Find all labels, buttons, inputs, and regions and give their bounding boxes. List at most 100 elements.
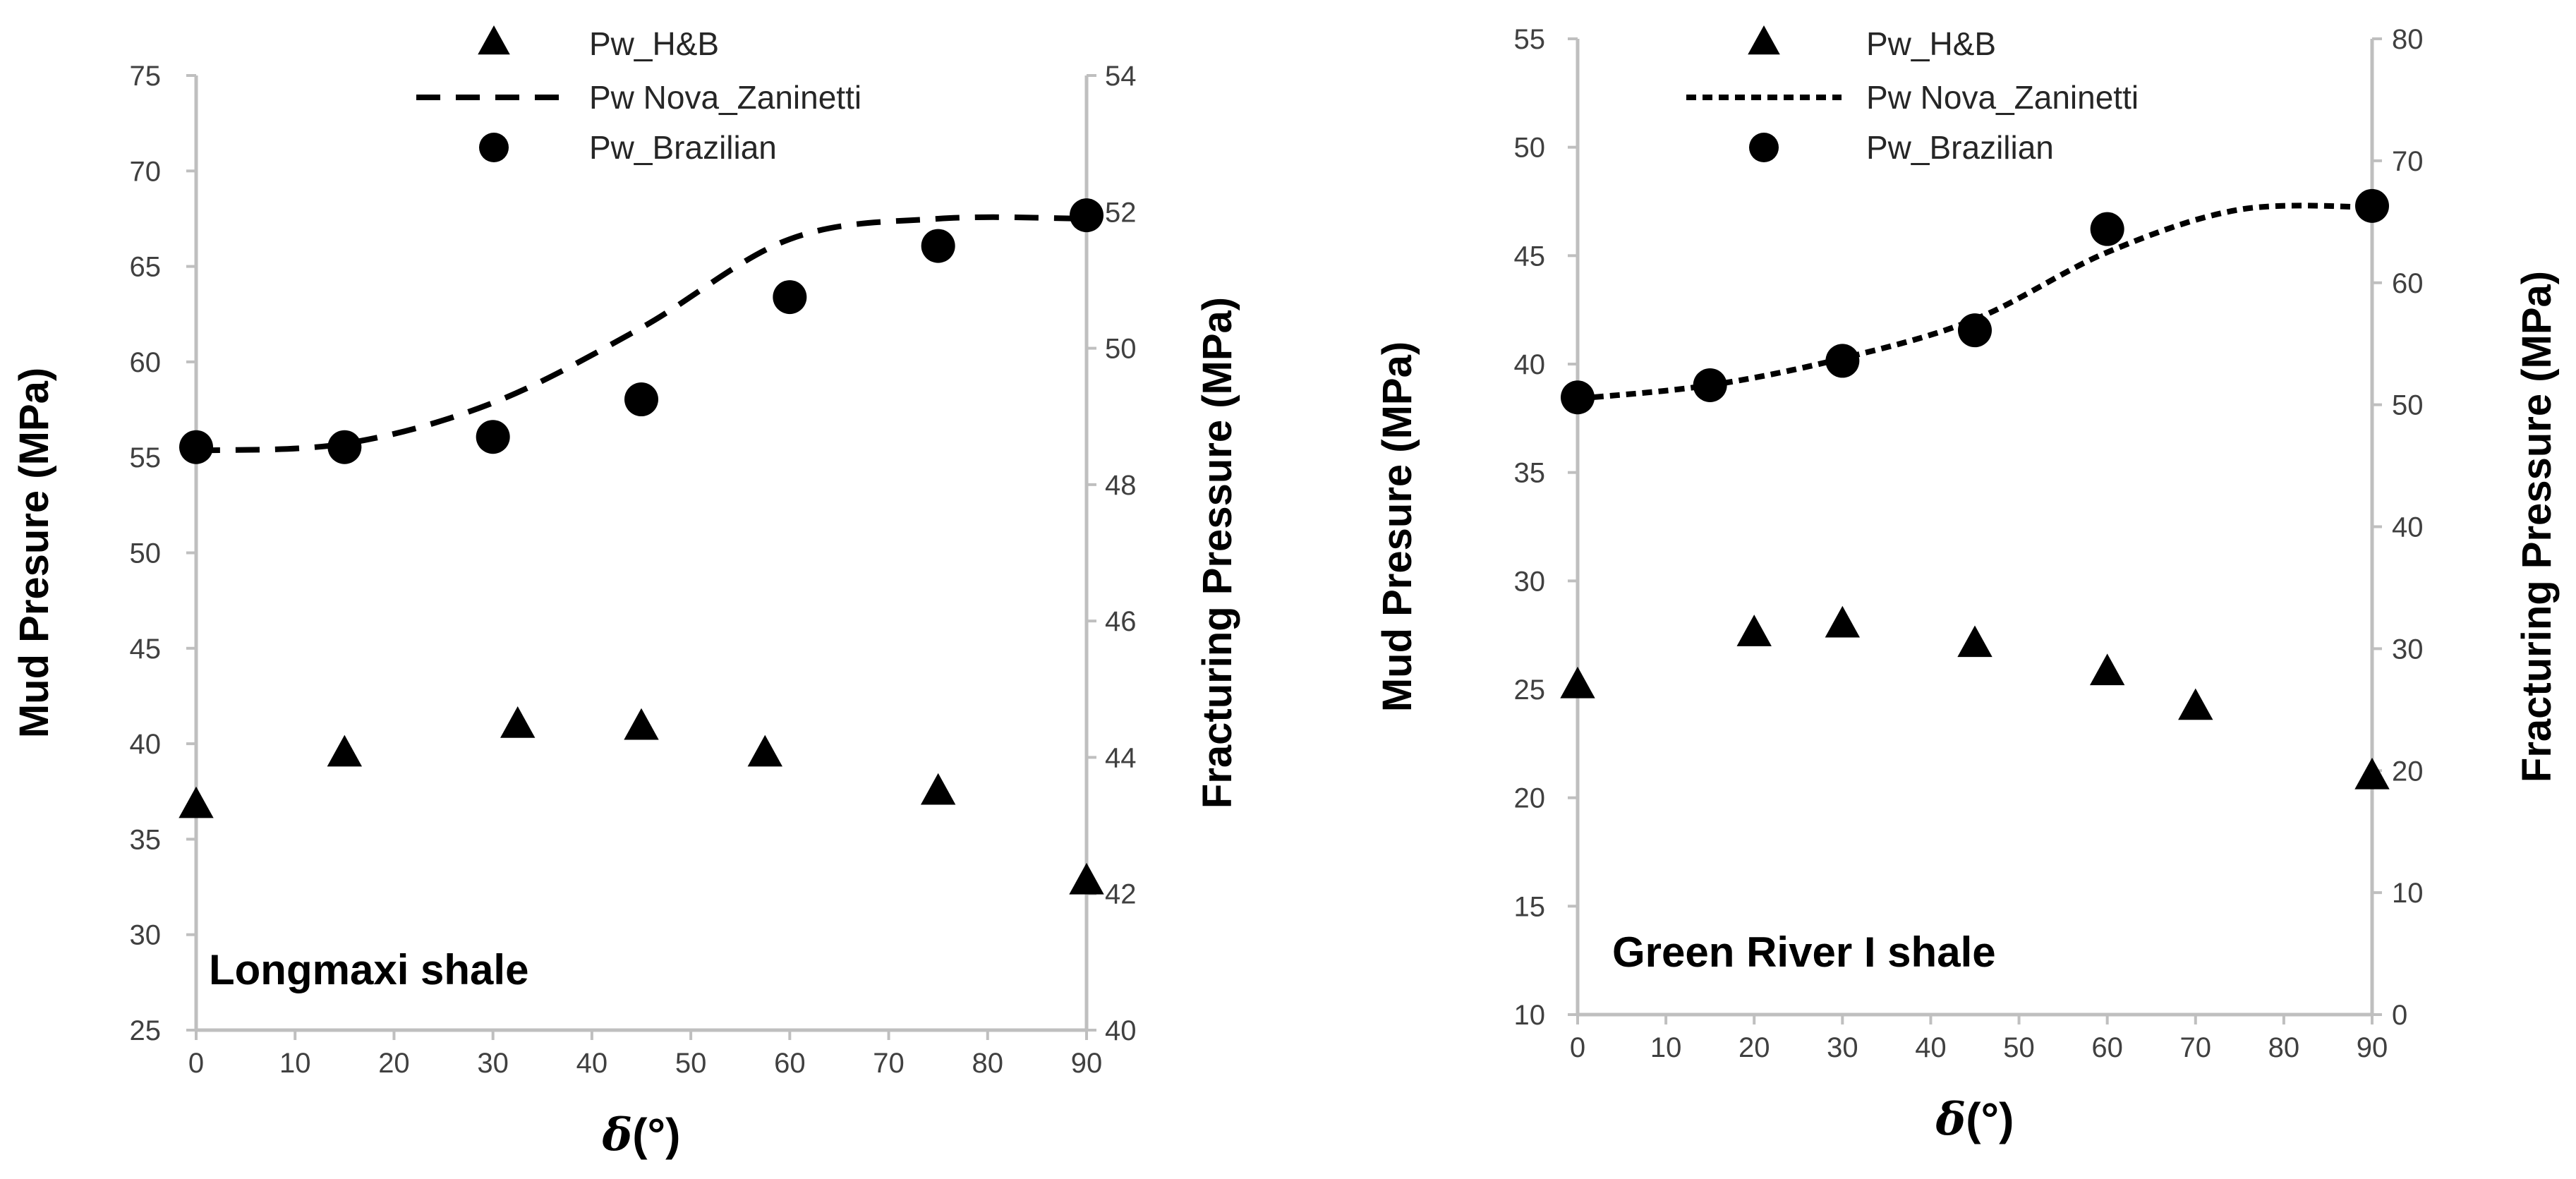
x-tick-label: 50 (675, 1048, 707, 1079)
right-y-tick-label: 40 (2392, 512, 2424, 543)
x-tick-label: 30 (1827, 1032, 1858, 1063)
left-y-tick-label: 50 (130, 538, 162, 569)
right-y-tick-label: 80 (2392, 24, 2424, 55)
series-line (1577, 202, 2373, 401)
left-y-tick-label: 45 (1514, 241, 1546, 272)
left-y-tick-label: 55 (130, 442, 162, 473)
left-y-tick-label: 65 (130, 252, 162, 283)
legend-label: Pw_Brazilian (1866, 129, 2054, 166)
left-y-tick-label: 75 (130, 61, 162, 92)
series-pw-nova-zaninetti (1577, 202, 2373, 401)
series-pw-h-b (179, 706, 1104, 895)
data-point-triangle (1825, 605, 1861, 638)
chart-panel-2: 10 15 20 25 30 35 40 45 50 55 0 10 20 30 40 50 60 70 80 0 10… (1374, 24, 2560, 1146)
series-pw-nova-zaninetti (195, 214, 1087, 454)
left-y-tick-label: 35 (130, 824, 162, 855)
x-tick-label: 40 (1915, 1032, 1947, 1063)
left-y-tick-label: 25 (1514, 675, 1546, 706)
data-point-circle (1825, 344, 1860, 378)
data-point-circle (1561, 380, 1595, 415)
left-y-tick-label: 40 (130, 729, 162, 760)
right-y-tick-label: 10 (2392, 878, 2424, 909)
x-tick-label: 10 (1650, 1032, 1682, 1063)
left-y-tick-label: 10 (1514, 1000, 1546, 1031)
legend-icon-triangle (478, 25, 510, 55)
x-tick-label: 10 (279, 1048, 311, 1079)
data-point-circle (327, 430, 362, 464)
left-y-tick-label: 35 (1514, 458, 1546, 489)
data-point-circle (1958, 313, 1992, 348)
data-point-triangle (2089, 653, 2125, 686)
data-point-triangle (500, 706, 536, 738)
x-tick-label: 70 (2180, 1032, 2212, 1063)
right-y-tick-label: 0 (2392, 1000, 2407, 1031)
data-point-circle (1693, 368, 1727, 402)
chart-panel-1: 25 30 35 40 45 50 55 60 65 70 75 40 42 44 46 48 50 52 54 0 1… (11, 25, 1240, 1161)
data-point-circle (773, 280, 807, 315)
data-point-circle (2090, 212, 2124, 246)
series-pw-brazilian (179, 198, 1103, 464)
right-y-tick-label: 46 (1105, 606, 1137, 637)
legend-label: Pw_H&B (589, 25, 719, 62)
left-y-tick-label: 60 (130, 347, 162, 378)
right-y-tick-label: 20 (2392, 756, 2424, 787)
x-tick-label: 60 (774, 1048, 806, 1079)
x-tick-label: 0 (1570, 1032, 1585, 1063)
data-point-circle (1070, 198, 1103, 233)
left-y-tick-label: 30 (130, 920, 162, 951)
x-tick-label: 90 (2357, 1032, 2388, 1063)
x-tick-label: 40 (576, 1048, 608, 1079)
left-y-tick-label: 45 (130, 634, 162, 665)
left-y-tick-label: 55 (1514, 24, 1546, 55)
data-point-circle (921, 229, 955, 263)
x-tick-label: 20 (1739, 1032, 1770, 1063)
right-y-tick-label: 42 (1105, 879, 1137, 910)
left-y-tick-label: 30 (1514, 566, 1546, 597)
x-axis-title: δ(°) (602, 1108, 681, 1161)
right-y-axis-title: Fracturing Pressure (MPa) (2514, 271, 2560, 782)
right-y-tick-label: 54 (1105, 61, 1137, 92)
right-y-tick-label: 30 (2392, 634, 2424, 665)
data-point-triangle (2178, 688, 2213, 720)
data-point-circle (624, 382, 658, 417)
data-point-triangle (327, 734, 363, 767)
x-tick-label: 80 (2268, 1032, 2300, 1063)
right-y-tick-label: 40 (1105, 1015, 1137, 1046)
legend-label: Pw_H&B (1866, 25, 1996, 62)
left-y-tick-label: 70 (130, 156, 162, 187)
legend: Pw_H&B Pw Nova_Zaninetti Pw_Brazilian (416, 25, 861, 166)
x-tick-label: 70 (873, 1048, 905, 1079)
x-axis-unit: (°) (1966, 1094, 2014, 1144)
x-axis-symbol: δ (1935, 1093, 1966, 1146)
legend-label: Pw_Brazilian (589, 129, 777, 166)
data-point-triangle (2354, 757, 2390, 790)
data-point-triangle (1736, 615, 1772, 646)
left-y-tick-label: 50 (1514, 133, 1546, 164)
data-point-triangle (1560, 666, 1595, 699)
panel-label: Longmaxi shale (209, 946, 528, 993)
legend-label: Pw Nova_Zaninetti (1866, 79, 2139, 116)
legend-icon-circle (479, 133, 509, 162)
right-y-tick-label: 48 (1105, 470, 1137, 501)
x-tick-label: 50 (2003, 1032, 2035, 1063)
legend-label: Pw Nova_Zaninetti (589, 79, 861, 116)
legend-icon-circle (1749, 133, 1779, 162)
left-y-tick-label: 20 (1514, 783, 1546, 814)
series-pw-h-b (1560, 605, 2390, 790)
data-point-triangle (624, 708, 659, 740)
data-point-circle (179, 430, 213, 464)
left-y-tick-label: 40 (1514, 349, 1546, 380)
right-y-tick-label: 52 (1105, 197, 1137, 228)
right-y-tick-label: 50 (1105, 334, 1137, 365)
data-point-triangle (1069, 862, 1104, 895)
series-line (195, 214, 1087, 454)
data-point-circle (2355, 188, 2389, 223)
legend: Pw_H&B Pw Nova_Zaninetti Pw_Brazilian (1686, 25, 2139, 166)
right-y-tick-label: 60 (2392, 268, 2424, 299)
panel-label: Green River I shale (1612, 929, 1996, 976)
data-point-circle (476, 420, 510, 454)
data-point-triangle (1957, 625, 1993, 658)
x-axis-symbol: δ (602, 1108, 633, 1161)
